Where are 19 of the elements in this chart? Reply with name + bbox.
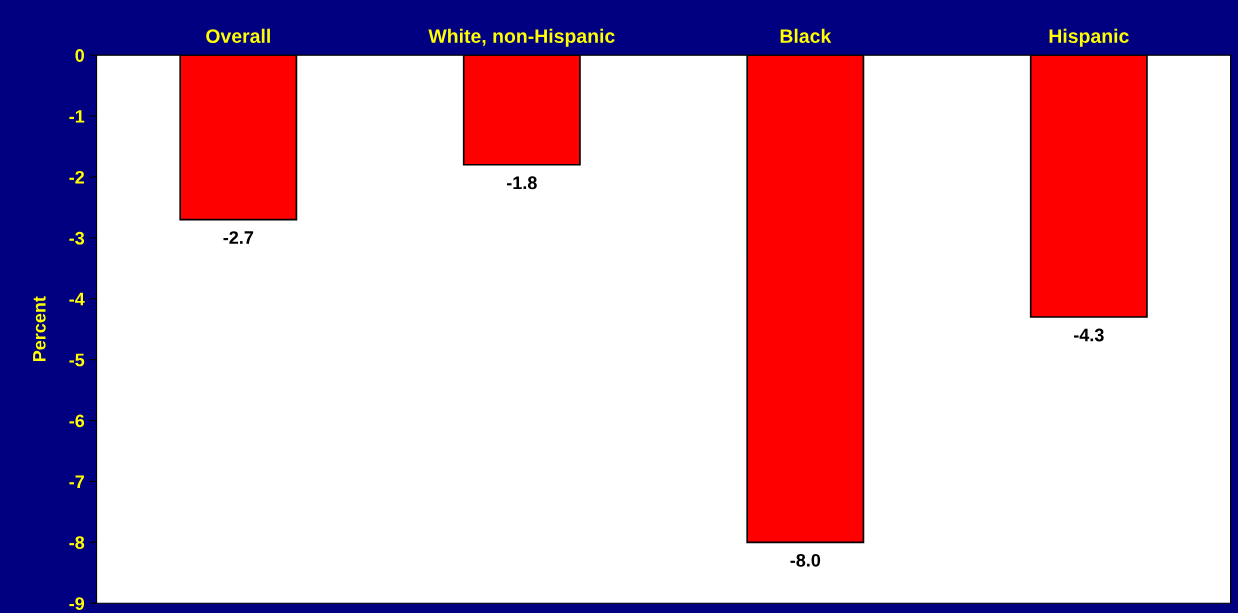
x-tick-label: White, non-Hispanic	[428, 28, 615, 47]
data-label: -1.8	[506, 176, 537, 190]
data-label: -2.7	[223, 231, 254, 244]
y-tick-label: 0	[75, 49, 85, 62]
y-tick-label: -9	[69, 597, 85, 610]
y-tick-label: -6	[69, 414, 85, 428]
y-axis-title: Percent	[33, 296, 46, 362]
y-tick-label: -1	[69, 110, 85, 123]
data-label: -4.3	[1073, 328, 1104, 342]
y-tick-label: -3	[69, 231, 85, 245]
y-tick-label: -7	[69, 475, 84, 488]
y-tick-label: -4	[69, 292, 85, 306]
x-tick-label: Overall	[206, 28, 270, 43]
y-tick-label: -8	[69, 536, 85, 550]
x-tick-label: Hispanic	[1049, 28, 1129, 47]
data-label: -8.0	[790, 553, 821, 567]
y-tick-label: -5	[69, 353, 85, 367]
y-tick-label: -2	[69, 170, 85, 184]
x-tick-label: Black	[780, 28, 832, 43]
